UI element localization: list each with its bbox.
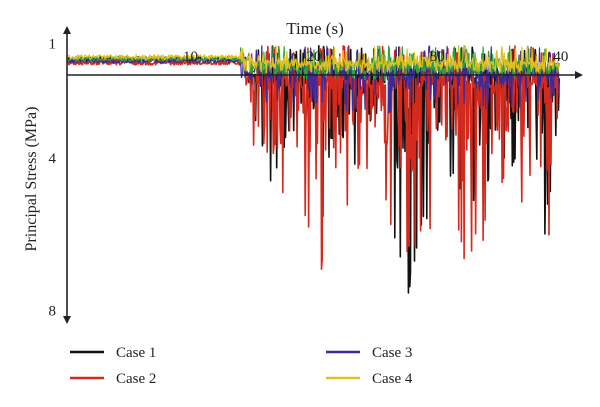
- series-line-case-4: [67, 44, 560, 74]
- series-layer: [67, 44, 560, 294]
- x-tick-label: 10: [183, 49, 198, 65]
- x-tick-label: 30: [430, 49, 445, 65]
- legend-label: Case 2: [116, 371, 156, 387]
- x-tick-labels: 10 20 30 40: [183, 49, 568, 65]
- x-axis-title: Time (s): [286, 19, 343, 38]
- legend: Case 1 Case 2 Case 3 Case 4: [70, 345, 413, 387]
- legend-label: Case 4: [372, 371, 413, 387]
- y-tick-label: 1: [49, 37, 57, 53]
- x-tick-label: 40: [553, 49, 568, 65]
- y-tick-labels: 1 4 8: [49, 37, 57, 320]
- y-axis-title: Principal Stress (MPa): [23, 107, 40, 252]
- legend-label: Case 1: [116, 345, 156, 361]
- x-tick-label: 20: [306, 49, 321, 65]
- y-tick-label: 8: [49, 303, 57, 319]
- y-tick-label: 4: [49, 151, 57, 167]
- legend-label: Case 3: [372, 345, 412, 361]
